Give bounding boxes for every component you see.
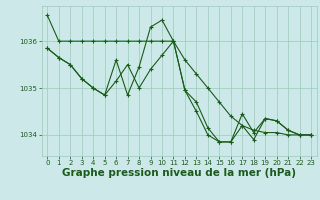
X-axis label: Graphe pression niveau de la mer (hPa): Graphe pression niveau de la mer (hPa) [62,168,296,178]
